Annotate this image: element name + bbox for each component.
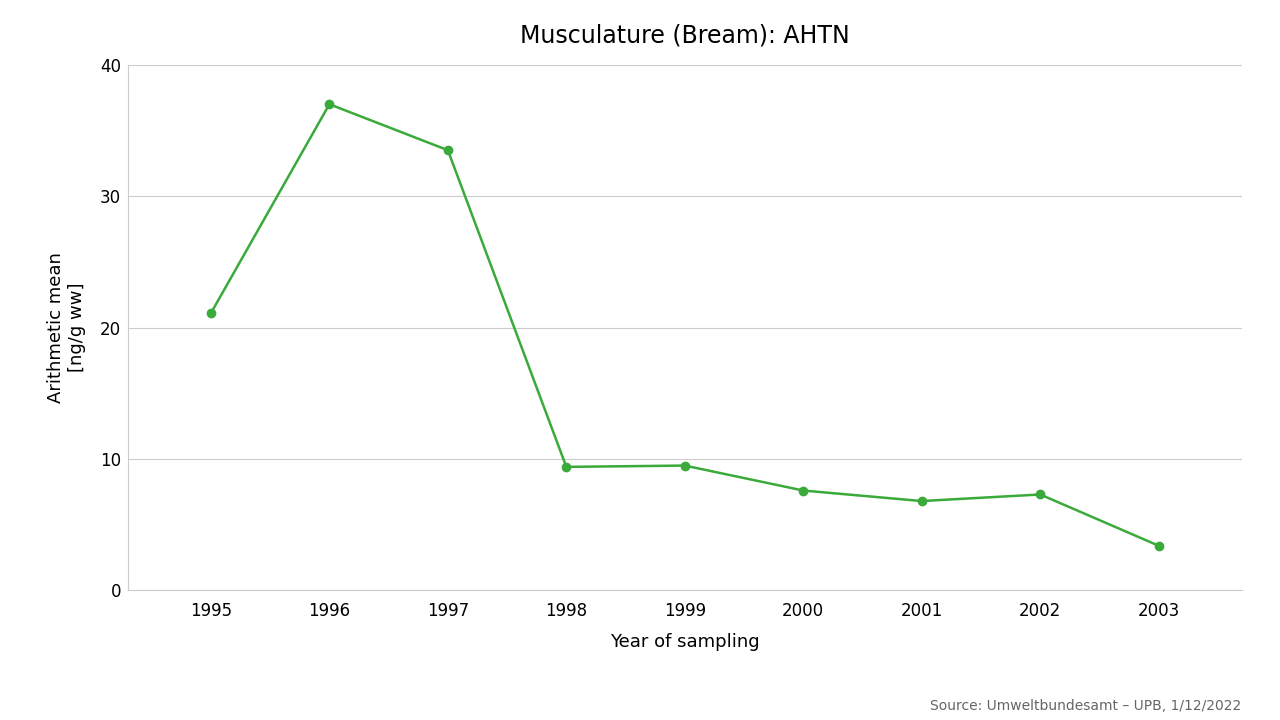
X-axis label: Year of sampling: Year of sampling — [611, 634, 759, 652]
Text: Source: Umweltbundesamt – UPB, 1/12/2022: Source: Umweltbundesamt – UPB, 1/12/2022 — [931, 699, 1242, 713]
Title: Musculature (Bream): AHTN: Musculature (Bream): AHTN — [520, 24, 850, 48]
Y-axis label: Arithmetic mean
[ng/g ww]: Arithmetic mean [ng/g ww] — [47, 252, 86, 403]
